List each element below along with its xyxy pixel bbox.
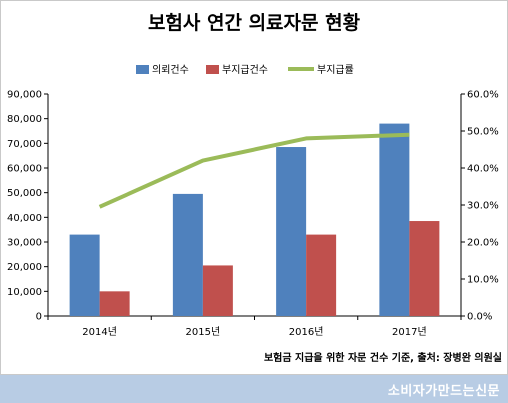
y-right-tick-label: 60.0% xyxy=(467,90,499,101)
legend-label: 부지급률 xyxy=(317,64,354,76)
bar-nonpayment xyxy=(99,291,130,316)
y-left-tick-label: 40,000 xyxy=(7,213,42,224)
legend-swatch xyxy=(206,65,219,74)
legend-label: 의뢰건수 xyxy=(152,64,189,76)
x-tick-label: 2017년 xyxy=(392,326,427,338)
bar-nonpayment xyxy=(306,234,337,316)
x-tick-label: 2016년 xyxy=(289,326,324,338)
y-right-tick-label: 0.0% xyxy=(467,312,492,323)
legend: 의뢰건수 부지급건수 부지급률 xyxy=(136,64,354,76)
bar-nonpayment xyxy=(202,265,233,316)
y-right-tick-label: 10.0% xyxy=(467,275,499,286)
bar-nonpayment xyxy=(409,221,440,316)
bar-requests xyxy=(276,147,307,316)
bar-requests xyxy=(172,193,203,316)
bars xyxy=(69,123,440,316)
chart-title: 보험사 연간 의료자문 현황 xyxy=(148,11,361,34)
x-tick-label: 2015년 xyxy=(186,326,221,338)
y-left-tick-label: 90,000 xyxy=(7,90,42,101)
rate-line-path xyxy=(98,132,410,209)
y-left-tick-label: 30,000 xyxy=(7,238,42,249)
legend-label: 부지급건수 xyxy=(222,64,268,76)
y-left-tick-label: 10,000 xyxy=(7,287,42,298)
chart-frame: 보험사 연간 의료자문 현황 의뢰건수 부지급건수 부지급률 0 10,000 20,0… xyxy=(0,0,508,375)
y-left-tick-label: 70,000 xyxy=(7,139,42,150)
y-left-tick-label: 80,000 xyxy=(7,114,42,125)
y-right-tick-label: 20.0% xyxy=(467,238,499,249)
x-tick-label: 2014년 xyxy=(82,326,117,338)
watermark-text: 소비자가만드는신문 xyxy=(387,384,500,399)
y-right-tick-label: 50.0% xyxy=(467,127,499,138)
chart: 보험사 연간 의료자문 현황 의뢰건수 부지급건수 부지급률 0 10,000 20,0… xyxy=(7,11,502,364)
legend-swatch xyxy=(136,65,149,74)
footer-band: 소비자가만드는신문 xyxy=(0,375,508,403)
y-left-tick-label: 60,000 xyxy=(7,164,42,175)
rate-line xyxy=(98,132,410,209)
bar-requests xyxy=(69,234,100,316)
source-note: 보험금 지급을 위한 자문 건수 기준, 출처: 장병완 의원실 xyxy=(264,351,502,364)
y-left-tick-label: 50,000 xyxy=(7,188,42,199)
y-right-tick-label: 30.0% xyxy=(467,201,499,212)
y-right-tick-label: 40.0% xyxy=(467,164,499,175)
y-left-tick-label: 0 xyxy=(36,312,42,323)
bar-requests xyxy=(379,123,410,316)
y-left-tick-label: 20,000 xyxy=(7,262,42,273)
axes: 0 10,000 20,000 30,000 40,000 50,000 60,000 70,… xyxy=(7,90,499,339)
